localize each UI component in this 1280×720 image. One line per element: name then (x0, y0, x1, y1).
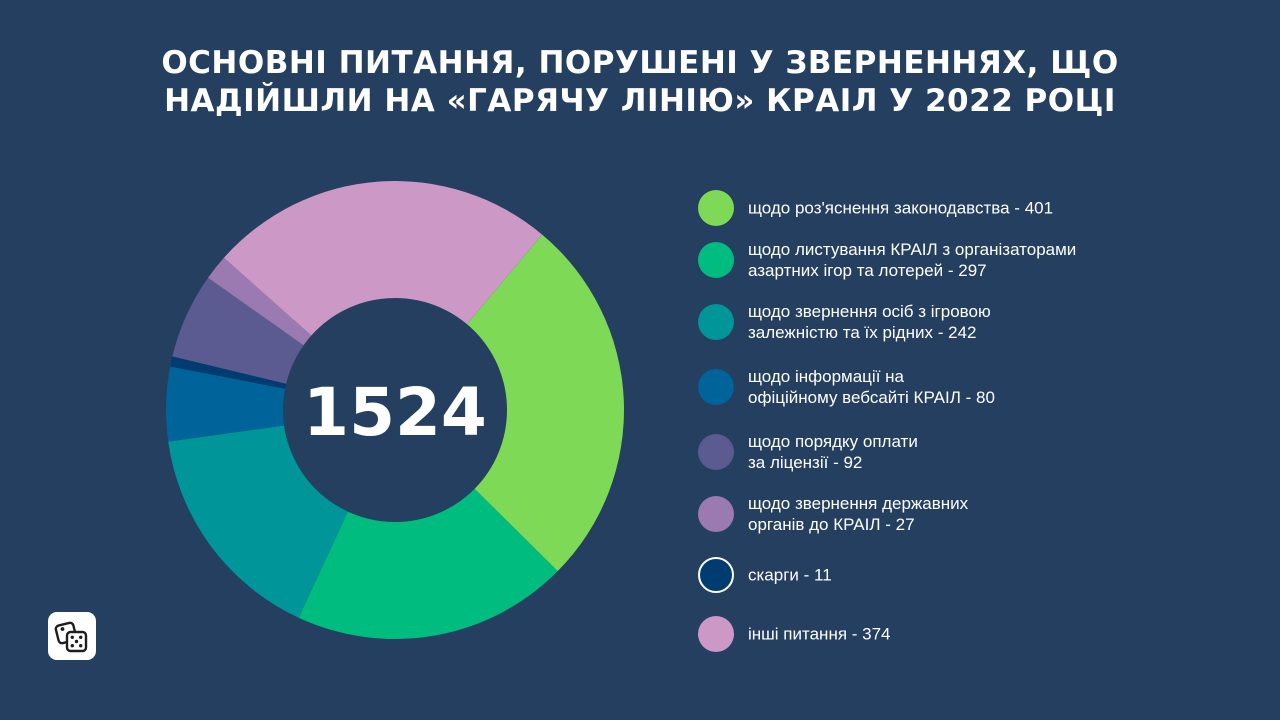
legend-label-1: щодо листування КРАІЛ з організаторами аз… (748, 239, 1168, 281)
legend-label-line: залежністю та їх рідних - 242 (748, 323, 977, 342)
legend-swatch-5 (698, 496, 734, 532)
legend-label-line: органів до КРАІЛ - 27 (748, 515, 915, 534)
legend-label-0: щодо роз'яснення законодавства - 401 (748, 198, 1168, 219)
legend-swatch-1 (698, 242, 734, 278)
legend-label-line: щодо порядку оплати (748, 432, 918, 451)
legend-label-5: щодо звернення державних органів до КРАІЛ… (748, 493, 1168, 535)
legend-item-5: щодо звернення державних органів до КРАІЛ… (698, 484, 1258, 544)
legend-label-6: скарги - 11 (748, 565, 1168, 586)
legend-label-line: скарги - 11 (748, 565, 832, 585)
legend-label-line: щодо інформації на (748, 367, 904, 386)
legend-item-3: щодо інформації на офіційному вебсайті КР… (698, 357, 1258, 417)
legend-swatch-3 (698, 369, 734, 405)
legend: щодо роз'яснення законодавства - 401 щодо… (698, 0, 1258, 720)
legend-label-line: офіційному вебсайті КРАІЛ - 80 (748, 388, 995, 407)
legend-swatch-2 (698, 304, 734, 340)
legend-label-4: щодо порядку оплати за ліцензії - 92 (748, 431, 1168, 473)
legend-label-line: інші питання - 374 (748, 624, 891, 644)
dice-logo (48, 612, 96, 660)
legend-label-line: щодо звернення осіб з ігровою (748, 302, 991, 321)
donut-chart: 1524 (166, 181, 624, 639)
legend-label-2: щодо звернення осіб з ігровою залежністю … (748, 301, 1168, 343)
donut-slice-1 (298, 410, 558, 639)
legend-item-7: інші питання - 374 (698, 604, 1258, 664)
title-line-2: НАДІЙШЛИ НА «ГАРЯЧУ ЛІНІЮ» КРАІЛ У 2022 … (164, 83, 1116, 119)
dice-icon (54, 621, 88, 653)
legend-label-line: щодо роз'яснення законодавства - 401 (748, 198, 1054, 218)
donut-slice-7 (223, 181, 543, 410)
legend-item-6: скарги - 11 (698, 545, 1258, 605)
donut-slice-3 (166, 366, 395, 442)
legend-label-line: азартних ігор та лотерей - 297 (748, 261, 987, 280)
legend-item-2: щодо звернення осіб з ігровою залежністю … (698, 292, 1258, 352)
legend-item-4: щодо порядку оплати за ліцензії - 92 (698, 422, 1258, 482)
title-line-1: ОСНОВНІ ПИТАННЯ, ПОРУШЕНІ У ЗВЕРНЕННЯХ, … (161, 45, 1119, 81)
legend-label-7: інші питання - 374 (748, 624, 1168, 645)
legend-label-3: щодо інформації на офіційному вебсайті КР… (748, 366, 1168, 408)
legend-item-0: щодо роз'яснення законодавства - 401 (698, 178, 1258, 238)
legend-swatch-6 (698, 557, 734, 593)
legend-item-1: щодо листування КРАІЛ з організаторами аз… (698, 230, 1258, 290)
legend-label-line: щодо звернення державних (748, 494, 969, 513)
legend-swatch-4 (698, 434, 734, 470)
donut-slice-0 (395, 234, 624, 572)
legend-swatch-0 (698, 190, 734, 226)
legend-swatch-7 (698, 616, 734, 652)
legend-label-line: щодо листування КРАІЛ з організаторами (748, 240, 1077, 259)
donut-hole (283, 298, 507, 522)
page-title: ОСНОВНІ ПИТАННЯ, ПОРУШЕНІ У ЗВЕРНЕННЯХ, … (140, 44, 1140, 120)
legend-label-line: за ліцензії - 92 (748, 453, 863, 472)
total-count: 1524 (303, 374, 487, 451)
